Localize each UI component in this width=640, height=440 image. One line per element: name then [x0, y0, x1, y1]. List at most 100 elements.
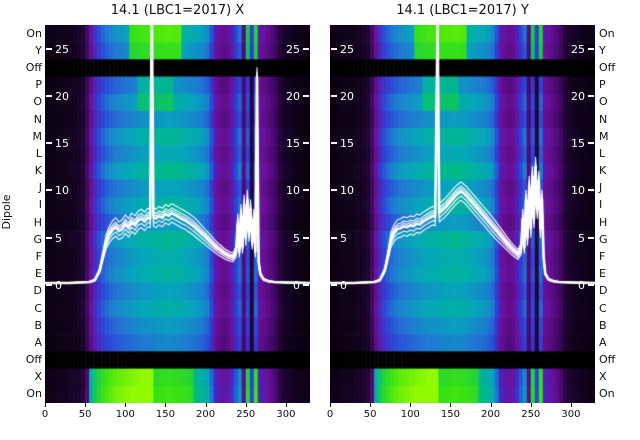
dipole-label: Off — [599, 60, 616, 74]
dipole-label: H — [33, 215, 42, 229]
panel-title-y: 14.1 (LBC1=2017) Y — [396, 3, 529, 18]
x-tick-mark — [530, 403, 532, 407]
x-tick-label: 250 — [521, 409, 541, 420]
tick-dash — [46, 94, 52, 97]
inner-tick-label: 25 — [55, 42, 69, 56]
x-tick-label: 300 — [561, 409, 581, 420]
inner-tick-label: 10 — [571, 184, 585, 198]
x-tick-label: 50 — [78, 409, 92, 420]
dipole-label: K — [34, 164, 42, 178]
inner-tick-label: 15 — [55, 137, 69, 151]
x-tick-label: 0 — [326, 409, 334, 420]
dipole-label: Off — [25, 353, 42, 367]
dipole-label: On — [26, 387, 42, 401]
x-tick-mark — [125, 403, 127, 407]
dipole-label: D — [33, 284, 42, 298]
dipole-label: N — [33, 112, 42, 126]
dipole-label: K — [599, 164, 607, 178]
dipole-label: A — [599, 335, 607, 349]
inner-tick-label: 0 — [578, 278, 585, 292]
tick-dash — [588, 283, 594, 286]
dipole-label: L — [35, 146, 42, 160]
x-tick-mark — [570, 403, 572, 407]
tick-dash — [46, 47, 52, 50]
dipole-label: E — [35, 267, 42, 281]
dipole-label: O — [33, 95, 42, 109]
tick-dash — [331, 236, 337, 239]
dipole-label: P — [599, 78, 606, 92]
dipole-label: Y — [599, 43, 606, 57]
x-tick-label: 200 — [196, 409, 216, 420]
dipole-label: H — [599, 215, 608, 229]
x-tick-mark — [410, 403, 412, 407]
x-tick-label: 50 — [363, 409, 377, 420]
inner-tick-label: 5 — [55, 231, 62, 245]
tick-dash — [46, 283, 52, 286]
dipole-label: E — [599, 267, 606, 281]
x-tick-label: 100 — [115, 409, 135, 420]
inner-tick-label: 25 — [571, 42, 585, 56]
dipole-label: X — [34, 370, 42, 384]
x-tick-label: 200 — [481, 409, 501, 420]
dipole-label: B — [599, 318, 607, 332]
x-tick-label: 300 — [276, 409, 296, 420]
x-tick-mark — [330, 403, 331, 407]
dipole-label: O — [599, 95, 608, 109]
tick-dash — [303, 94, 309, 97]
dipole-label: Y — [35, 43, 42, 57]
tick-dash — [588, 47, 594, 50]
x-tick-mark — [450, 403, 452, 407]
tick-dash — [46, 189, 52, 192]
inner-tick-label: 10 — [55, 184, 69, 198]
inner-tick-label: 5 — [340, 231, 347, 245]
inner-tick-label: 10 — [340, 184, 354, 198]
dipole-label: N — [599, 112, 608, 126]
panel-title-x: 14.1 (LBC1=2017) X — [110, 3, 245, 18]
inner-tick-label: 5 — [293, 231, 300, 245]
dipole-label: On — [26, 26, 42, 40]
tick-dash — [331, 189, 337, 192]
tick-dash — [588, 236, 594, 239]
dipole-label: M — [32, 129, 43, 143]
tick-dash — [588, 94, 594, 97]
inner-tick-label: 15 — [340, 137, 354, 151]
x-tick-mark — [490, 403, 492, 407]
dipole-label: J — [38, 181, 42, 195]
dipole-label: On — [599, 26, 615, 40]
tick-dash — [303, 47, 309, 50]
x-tick-mark — [205, 403, 207, 407]
dipole-label: Off — [599, 353, 616, 367]
dipole-label: G — [33, 232, 42, 246]
dipole-label: M — [599, 129, 609, 143]
dipole-label: P — [35, 78, 42, 92]
tick-dash — [331, 47, 337, 50]
dipole-label: G — [599, 232, 608, 246]
tick-dash — [331, 94, 337, 97]
dipole-label: B — [34, 318, 42, 332]
x-tick-mark — [45, 403, 46, 407]
x-tick-label: 150 — [155, 409, 175, 420]
inner-tick-label: 0 — [55, 278, 62, 292]
tick-dash — [331, 142, 337, 145]
inner-tick-label: 20 — [55, 89, 69, 103]
dipole-label: On — [599, 387, 615, 401]
x-tick-mark — [370, 403, 372, 407]
tick-dash — [303, 283, 309, 286]
inner-tick-label: 15 — [286, 137, 300, 151]
tick-dash — [588, 142, 594, 145]
dipole-label: J — [599, 181, 603, 195]
dipole-label: C — [599, 301, 607, 315]
heatmap-panel-y — [330, 25, 595, 403]
inner-tick-label: 5 — [578, 231, 585, 245]
x-tick-mark — [165, 403, 167, 407]
tick-dash — [46, 142, 52, 145]
x-tick-label: 100 — [400, 409, 420, 420]
tick-dash — [46, 236, 52, 239]
inner-tick-label: 20 — [571, 89, 585, 103]
dipole-label: L — [599, 146, 606, 160]
x-tick-label: 0 — [41, 409, 49, 420]
tick-dash — [303, 189, 309, 192]
heatmap-panel-x — [45, 25, 310, 403]
inner-tick-label: 10 — [286, 184, 300, 198]
